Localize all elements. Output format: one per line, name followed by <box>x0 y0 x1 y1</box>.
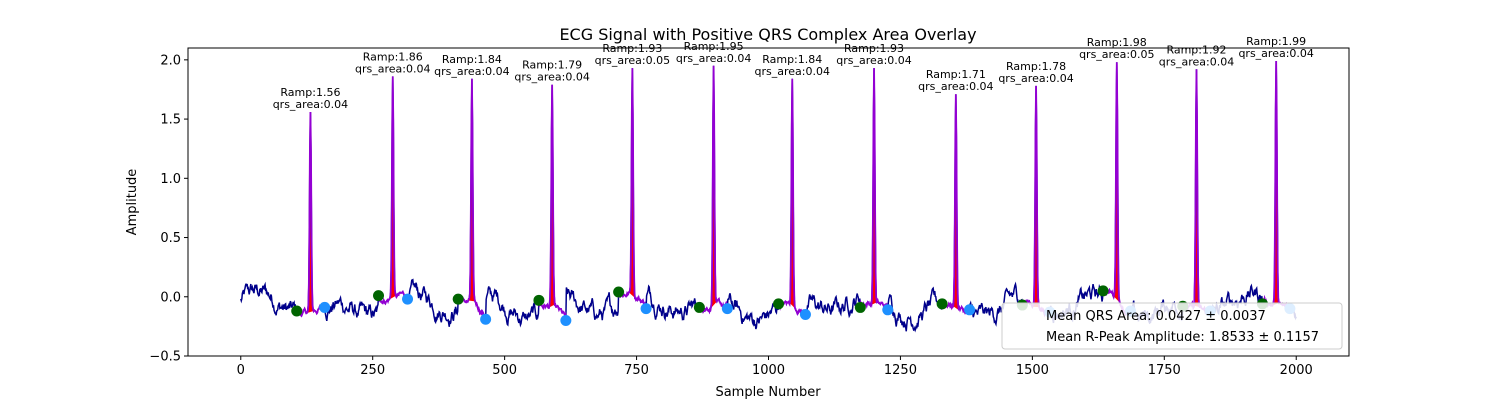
qrs-offset-marker <box>480 313 492 325</box>
x-tick-label: 750 <box>624 363 649 378</box>
qrs-offset-marker <box>560 314 572 326</box>
peak-label-ramp: Ramp:1.93 <box>844 42 904 55</box>
peak-label-ramp: Ramp:1.56 <box>280 86 340 99</box>
qrs-onset-marker <box>773 298 785 310</box>
qrs-onset-marker <box>693 301 705 313</box>
peak-label-qrs-area: qrs_area:0.04 <box>676 52 751 65</box>
x-axis-label: Sample Number <box>715 385 821 400</box>
peak-label-qrs-area: qrs_area:0.04 <box>998 72 1073 85</box>
peak-label-ramp: Ramp:1.93 <box>602 42 662 55</box>
qrs-onset-marker <box>291 305 303 317</box>
peak-label-qrs-area: qrs_area:0.05 <box>595 54 670 67</box>
qrs-offset-marker <box>640 303 652 315</box>
peak-label-qrs-area: qrs_area:0.04 <box>755 65 830 78</box>
x-tick-label: 500 <box>492 363 517 378</box>
qrs-segment-line <box>617 68 647 309</box>
peak-label-ramp: Ramp:1.71 <box>926 68 986 81</box>
peak-label-ramp: Ramp:1.79 <box>522 59 582 72</box>
y-tick-label: 0.0 <box>160 290 181 305</box>
x-tick-label: 2000 <box>1280 363 1313 378</box>
peak-label-ramp: Ramp:1.84 <box>442 53 502 66</box>
legend-entry-r-peak-amplitude: Mean R-Peak Amplitude: 1.8533 ± 0.1157 <box>1046 330 1319 345</box>
x-axis: 0 250 500 750 1000 1250 1500 1750 2000 <box>237 356 1313 378</box>
peak-label-qrs-area: qrs_area:0.04 <box>1159 55 1234 68</box>
qrs-offset-marker <box>721 303 733 315</box>
peak-label-ramp: Ramp:1.98 <box>1087 36 1147 49</box>
x-tick-label: 1500 <box>1016 363 1049 378</box>
y-tick-label: 1.0 <box>160 172 181 187</box>
x-tick-label: 250 <box>360 363 385 378</box>
peak-label-qrs-area: qrs_area:0.04 <box>355 62 430 75</box>
qrs-segment-line <box>538 84 567 321</box>
qrs-onset-marker <box>1097 285 1109 297</box>
y-tick-label: 0.5 <box>160 231 181 246</box>
peak-label-ramp: Ramp:1.84 <box>762 53 822 66</box>
peak-label-qrs-area: qrs_area:0.04 <box>918 80 993 93</box>
x-tick-label: 1000 <box>752 363 785 378</box>
peak-label-ramp: Ramp:1.92 <box>1166 43 1226 56</box>
ecg-signal-line <box>240 61 1297 333</box>
peak-label-ramp: Ramp:1.86 <box>363 50 423 63</box>
qrs-segment-line <box>377 76 409 306</box>
qrs-onset-marker <box>533 294 545 306</box>
qrs-onset-marker <box>613 286 625 298</box>
qrs-offset-marker <box>319 301 331 313</box>
y-axis: −0.5 0.0 0.5 1.0 1.5 2.0 <box>149 53 188 365</box>
peak-label-qrs-area: qrs_area:0.04 <box>434 65 509 78</box>
qrs-offset-marker <box>882 304 894 316</box>
plot-area: Ramp:1.56qrs_area:0.04Ramp:1.86qrs_area:… <box>240 35 1314 333</box>
legend-entry-qrs-area: Mean QRS Area: 0.0427 ± 0.0037 <box>1046 309 1266 324</box>
qrs-onset-marker <box>854 301 866 313</box>
peak-label-ramp: Ramp:1.78 <box>1006 60 1066 73</box>
peak-label-ramp: Ramp:1.95 <box>684 40 744 53</box>
peak-label-qrs-area: qrs_area:0.04 <box>1238 47 1313 60</box>
qrs-onset-marker <box>452 293 464 305</box>
peak-label-ramp: Ramp:1.99 <box>1246 35 1306 48</box>
peak-label-qrs-area: qrs_area:0.04 <box>514 71 589 84</box>
y-tick-label: −0.5 <box>149 350 181 365</box>
legend: Mean QRS Area: 0.0427 ± 0.0037 Mean R-Pe… <box>1001 302 1343 350</box>
qrs-offset-marker <box>402 293 414 305</box>
qrs-offset-marker <box>799 309 811 321</box>
x-tick-label: 1250 <box>884 363 917 378</box>
peak-label-qrs-area: qrs_area:0.04 <box>836 54 911 67</box>
y-tick-label: 1.5 <box>160 113 181 128</box>
x-tick-label: 0 <box>237 363 245 378</box>
qrs-offset-marker <box>964 304 976 316</box>
y-axis-label: Amplitude <box>125 169 140 236</box>
chart-title: ECG Signal with Positive QRS Complex Are… <box>559 25 976 44</box>
peak-label-qrs-area: qrs_area:0.05 <box>1079 48 1154 61</box>
legend-box <box>1001 302 1343 350</box>
x-tick-label: 1750 <box>1148 363 1181 378</box>
y-tick-label: 2.0 <box>160 53 181 68</box>
qrs-onset-marker <box>373 290 385 302</box>
qrs-onset-marker <box>936 298 948 310</box>
peak-label-qrs-area: qrs_area:0.04 <box>273 98 348 111</box>
